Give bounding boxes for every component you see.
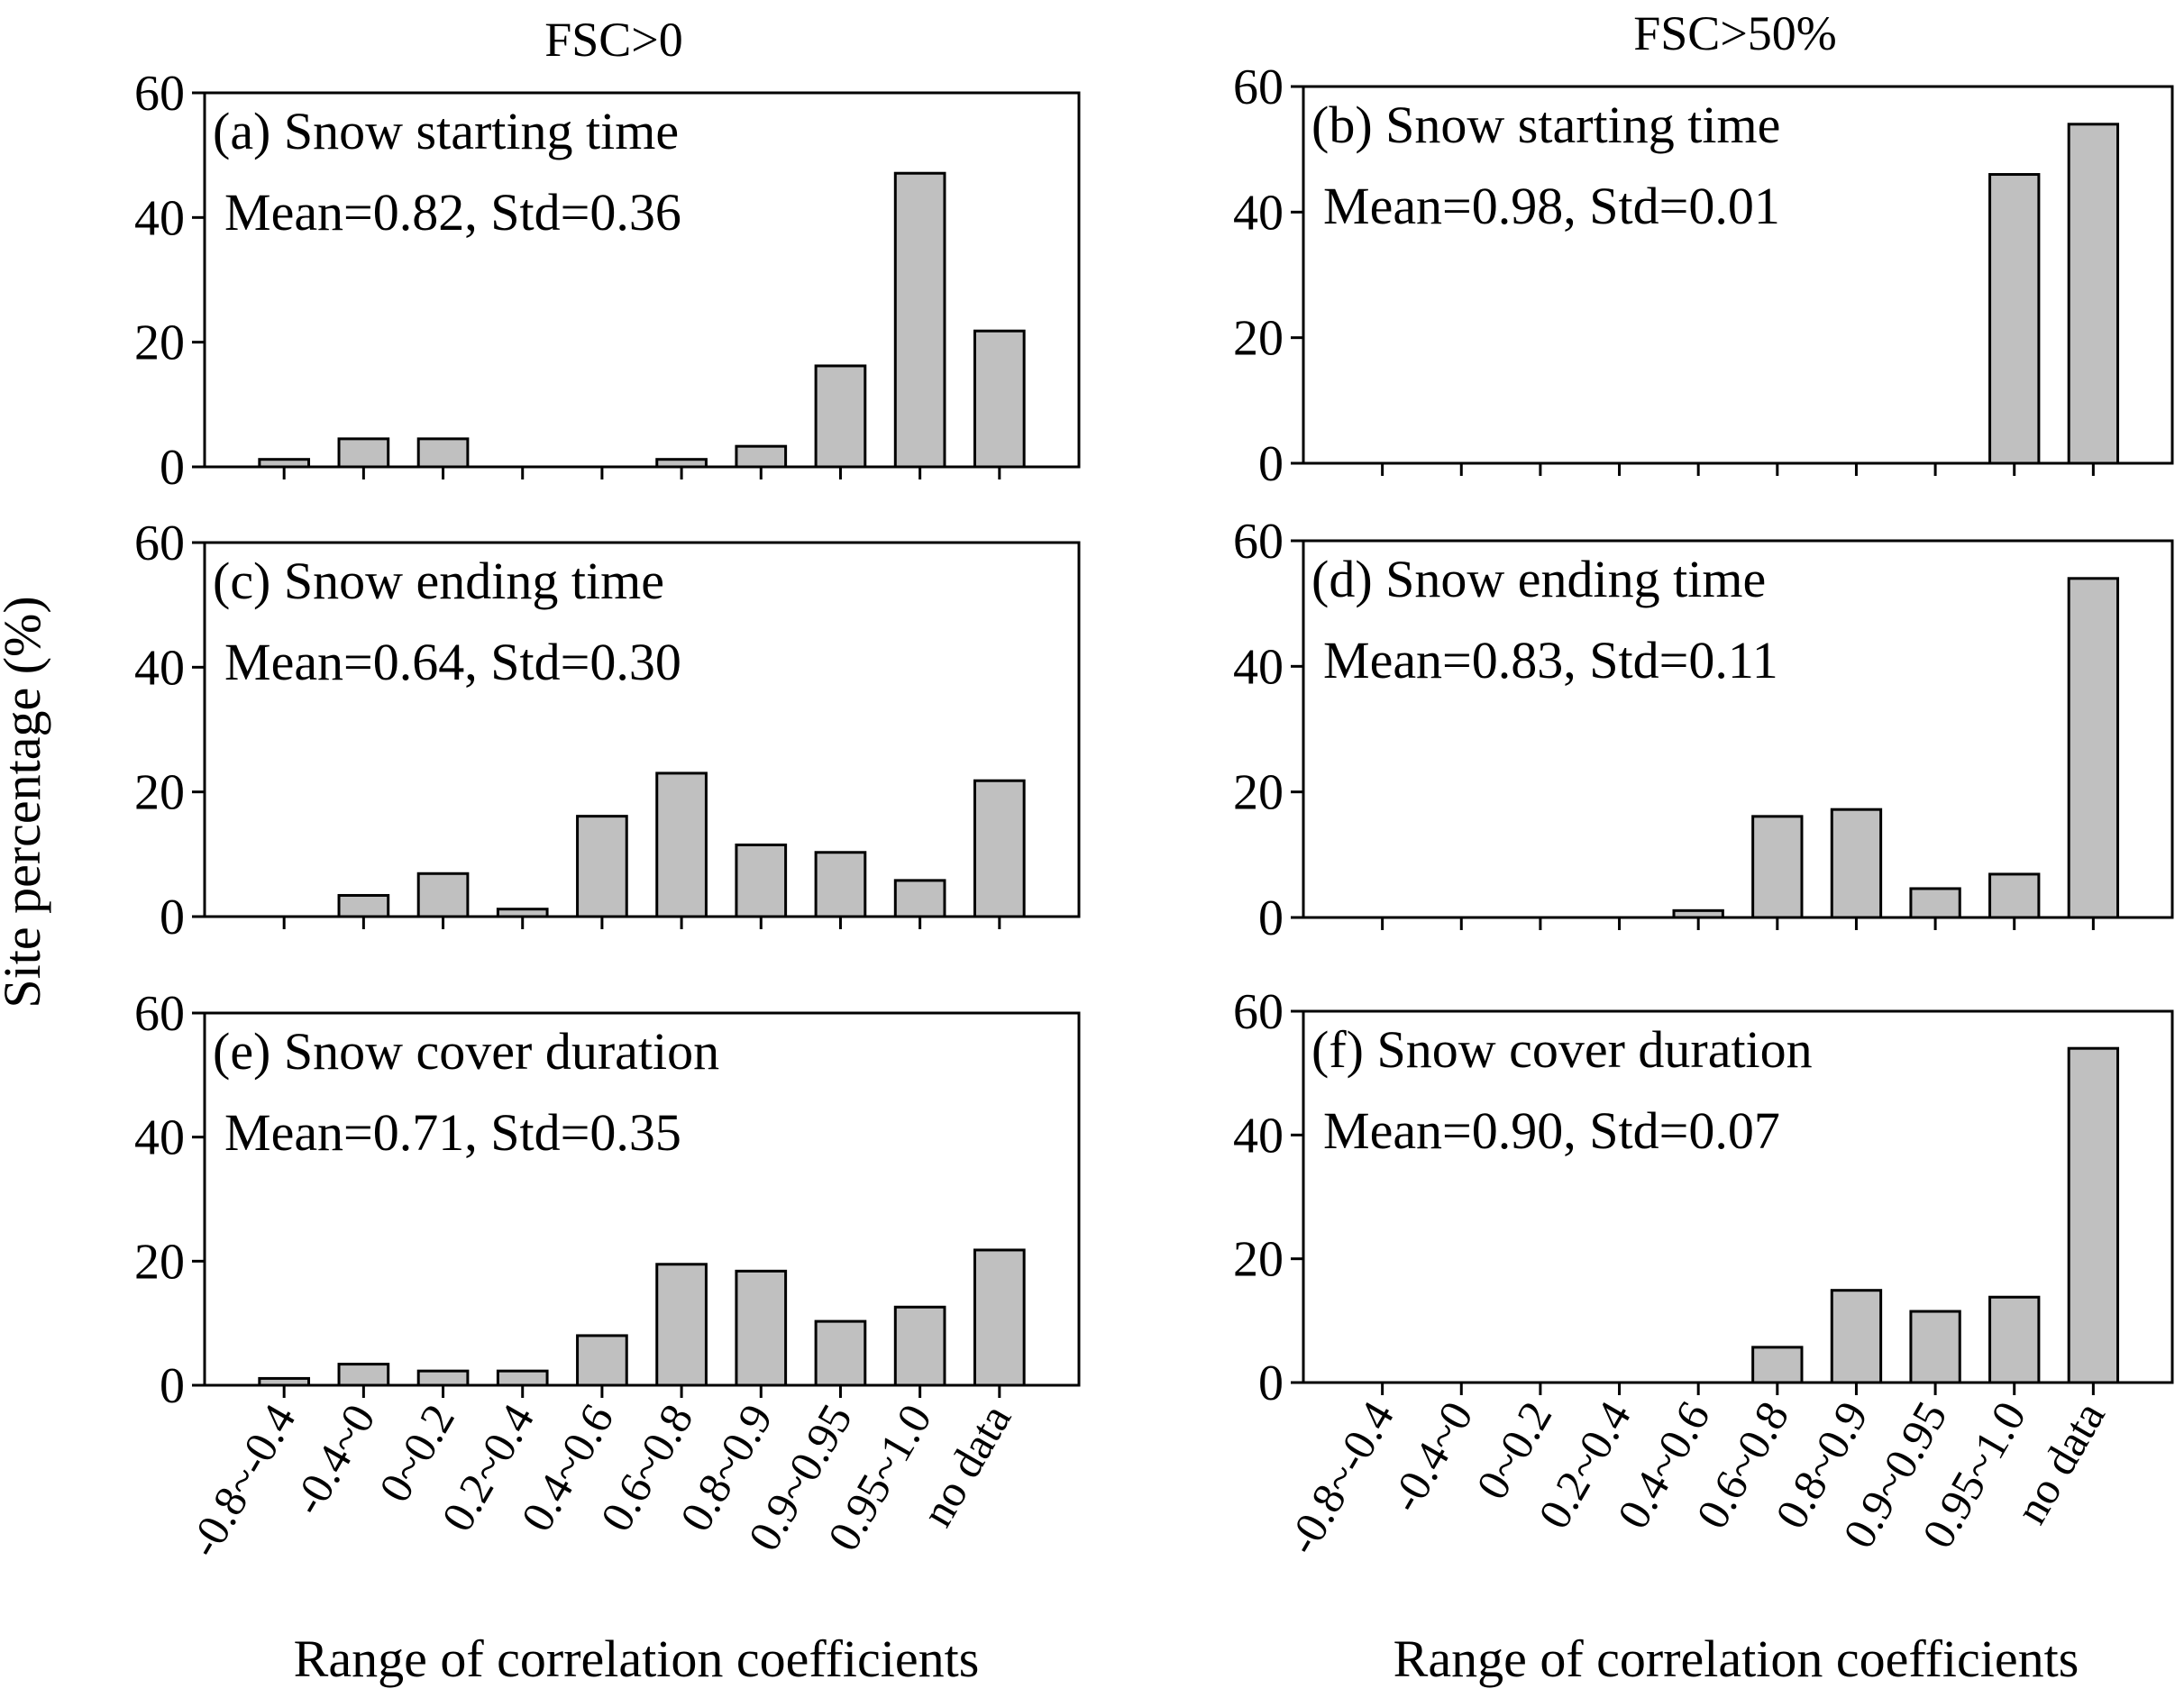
panel-e-ytick-label-1: 20 [134, 1234, 185, 1290]
panel-f-stats: Mean=0.90, Std=0.07 [1323, 1101, 1780, 1160]
panel-e-bar-4 [576, 1334, 628, 1387]
panel-c-ytick-label-0: 0 [160, 890, 185, 945]
panel-b-title: (b) Snow starting time [1311, 96, 1780, 154]
panel-c-bar-4 [576, 815, 628, 918]
panel-d-bar-7 [1909, 887, 1961, 919]
panel-a-bar-0 [258, 458, 311, 469]
x-axis-title-left: Range of correlation coefficients [294, 1629, 980, 1688]
panel-d-bar-4 [1672, 908, 1724, 919]
column-title-left: FSC>0 [544, 13, 683, 67]
panel-f: 0204060-0.8~-0.4-0.4~00~0.20.2~0.40.4~0.… [1233, 984, 2174, 1564]
panel-d-title: (d) Snow ending time [1311, 550, 1766, 608]
panel-f-ytick-label-0: 0 [1258, 1356, 1284, 1411]
panel-c-stats: Mean=0.64, Std=0.30 [224, 633, 681, 691]
panel-a-ytick-label-1: 20 [134, 315, 185, 371]
panel-f-ytick-label-1: 20 [1233, 1232, 1284, 1288]
panel-a-bar-7 [814, 364, 867, 469]
panel-b-frame [1302, 85, 2174, 465]
panel-e-ytick-label-3: 60 [134, 986, 185, 1042]
panel-a-title: (a) Snow starting time [213, 102, 679, 160]
panel-c: 0 20 40 60 (c) Snow ending time Mean=0.64, St… [134, 516, 1081, 945]
panel-e-bar-8 [893, 1305, 946, 1387]
panel-a: 0 20 40 60 (a) Snow starting time Mean=0.82, … [134, 66, 1081, 496]
panel-f-ytick-label-3: 60 [1233, 984, 1284, 1040]
panel-c-bar-3 [496, 908, 549, 918]
panel-d-ytick-label-2: 40 [1233, 639, 1284, 695]
panel-e-bar-0 [258, 1376, 311, 1387]
panel-c-bar-2 [416, 872, 470, 918]
panel-e: 0204060-0.8~-0.4-0.4~00~0.20.2~0.40.4~0.… [134, 986, 1081, 1566]
panel-d-bar-5 [1751, 815, 1804, 919]
panel-a-frame [203, 91, 1081, 469]
panel-e-bar-9 [973, 1248, 1026, 1387]
panel-b-stats: Mean=0.98, Std=0.01 [1323, 177, 1780, 235]
panel-e-title: (e) Snow cover duration [213, 1022, 719, 1081]
panel-a-bar-8 [893, 171, 946, 469]
panel-f-bar-6 [1830, 1289, 1883, 1384]
panel-d-frame [1302, 539, 2174, 919]
panel-f-bar-9 [2067, 1046, 2120, 1384]
panel-f-bar-8 [1988, 1295, 2041, 1384]
panel-f-ytick-label-2: 40 [1233, 1108, 1284, 1164]
panel-c-bar-6 [735, 843, 788, 918]
panel-a-ytick-label-0: 0 [160, 440, 185, 496]
panel-a-stats: Mean=0.82, Std=0.36 [224, 183, 681, 242]
panel-c-frame [203, 541, 1081, 918]
panel-a-bar-6 [735, 444, 788, 469]
panel-b-ytick-label-3: 60 [1233, 59, 1284, 115]
panel-b-ytick-label-2: 40 [1233, 185, 1284, 241]
panel-b-bar-8 [1988, 173, 2041, 465]
panel-d-ytick-label-1: 20 [1233, 765, 1284, 821]
panel-e-bar-2 [416, 1369, 470, 1387]
panel-d-ytick-label-0: 0 [1258, 890, 1284, 946]
panel-b-ytick-label-0: 0 [1258, 436, 1284, 492]
panel-c-ytick-label-3: 60 [134, 516, 185, 571]
panel-f-bar-5 [1751, 1346, 1804, 1384]
panel-e-category-label-0: -0.8~-0.4 [178, 1396, 306, 1566]
panel-c-ytick-label-1: 20 [134, 765, 185, 821]
panel-e-stats: Mean=0.71, Std=0.35 [224, 1103, 681, 1162]
panel-e-category-label-1: -0.4~0 [282, 1396, 385, 1524]
panel-d-ytick-label-3: 60 [1233, 514, 1284, 570]
panel-a-bar-9 [973, 329, 1026, 469]
panel-a-bar-1 [337, 437, 390, 469]
panel-d-bar-8 [1988, 872, 2041, 919]
panel-e-ytick-label-0: 0 [160, 1358, 185, 1414]
panel-e-frame [203, 1011, 1081, 1387]
panel-a-bar-2 [416, 437, 470, 469]
panel-c-bar-9 [973, 779, 1026, 918]
panel-d-stats: Mean=0.83, Std=0.11 [1323, 631, 1778, 689]
panel-d-bar-9 [2067, 577, 2120, 919]
panel-e-bar-3 [496, 1369, 549, 1387]
panel-a-ytick-label-2: 40 [134, 190, 185, 246]
panel-d: 0 20 40 60 (d) Snow ending time Mean=0.83, St… [1233, 514, 2174, 946]
panel-c-bar-1 [337, 893, 390, 918]
panel-c-bar-8 [893, 879, 946, 918]
x-axis-title-right: Range of correlation coefficients [1394, 1629, 2079, 1688]
panel-c-bar-5 [655, 771, 708, 918]
panel-e-bar-1 [337, 1363, 390, 1387]
panel-c-title: (c) Snow ending time [213, 552, 664, 610]
panel-f-category-label-0: -0.8~-0.4 [1276, 1393, 1403, 1564]
panel-b-bar-9 [2067, 123, 2120, 465]
panel-f-frame [1302, 1009, 2174, 1384]
panel-f-category-label-1: -0.4~0 [1380, 1393, 1483, 1521]
panel-c-bar-7 [814, 851, 867, 918]
panel-e-bar-7 [814, 1319, 867, 1387]
panel-c-ytick-label-2: 40 [134, 640, 185, 696]
panel-b-ytick-label-1: 20 [1233, 311, 1284, 367]
panel-a-bar-5 [655, 458, 708, 469]
panel-f-bar-7 [1909, 1310, 1961, 1384]
panels: 0 20 40 60 (a) Snow starting time Mean=0.82, … [134, 59, 2174, 1566]
y-axis-title: Site percentage (%) [0, 596, 51, 1008]
panel-d-bar-6 [1830, 808, 1883, 919]
panel-e-ytick-label-2: 40 [134, 1110, 185, 1166]
panel-a-ytick-label-3: 60 [134, 66, 185, 122]
panel-b: 0 20 40 60 (b) Snow starting time Mean=0.98, … [1233, 59, 2174, 492]
panel-f-title: (f) Snow cover duration [1311, 1020, 1813, 1079]
column-title-right: FSC>50% [1633, 6, 1837, 60]
panel-e-bar-5 [655, 1263, 708, 1387]
panel-e-bar-6 [735, 1269, 788, 1387]
